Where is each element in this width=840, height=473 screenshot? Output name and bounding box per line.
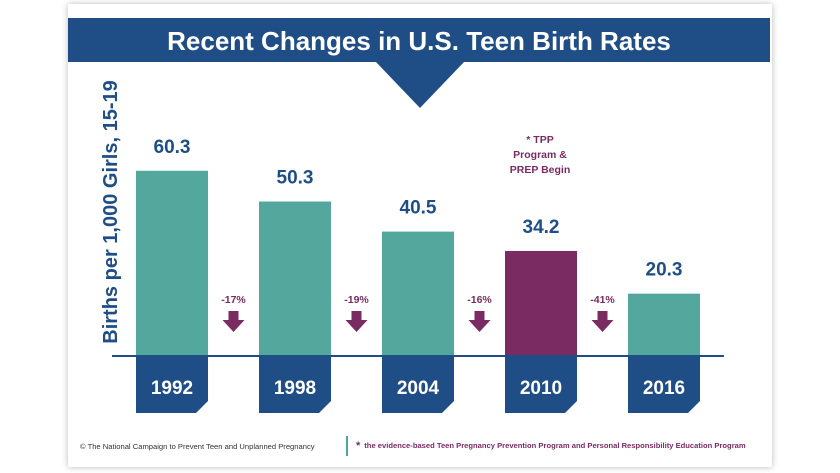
chart-title: Recent Changes in U.S. Teen Birth Rates [167,26,671,56]
year-tab-1992 [136,357,208,413]
down-arrow-icon [591,311,614,332]
year-tab-2010 [505,357,577,413]
footer-divider [346,436,348,456]
value-label-2010: 34.2 [523,217,560,238]
year-label-2016: 2016 [643,378,685,399]
footnote-star: * [356,440,361,452]
credit-text: © The National Campaign to Prevent Teen … [80,442,315,451]
bar-1992 [136,170,208,356]
footnote-text: the evidence-based Teen Pregnancy Preven… [364,441,746,450]
bar-2010 [505,250,577,356]
change-label-3: -16% [467,294,492,306]
down-arrow-icon [468,311,491,332]
down-arrow-icon [222,311,245,332]
value-label-2016: 20.3 [646,260,683,281]
bar-1998 [259,201,331,356]
year-tab-1998 [259,357,331,413]
year-tab-2004 [382,357,454,413]
annotation-line-3: PREP Begin [510,164,571,176]
change-label-1: -17% [221,294,246,306]
year-label-2004: 2004 [397,378,440,399]
annotation-line-1: * TPP [526,134,553,146]
footnote: * the evidence-based Teen Pregnancy Preve… [356,440,746,452]
bar-2016 [628,293,700,356]
year-tab-2016 [628,357,700,413]
value-label-1992: 60.3 [154,137,191,158]
annotation-line-2: Program & [513,149,567,161]
change-label-2: -19% [344,294,369,306]
footer: © The National Campaign to Prevent Teen … [80,434,760,458]
value-label-2004: 40.5 [400,198,437,219]
value-label-1998: 50.3 [277,168,314,189]
year-label-2010: 2010 [520,378,562,399]
title-banner [68,18,770,108]
y-axis-label: Births per 1,000 Girls, 15-19 [100,80,122,343]
down-arrow-icon [345,311,368,332]
year-label-1992: 1992 [151,378,193,399]
year-label-1998: 1998 [274,378,316,399]
bar-2004 [382,231,454,356]
change-label-4: -41% [590,294,615,306]
